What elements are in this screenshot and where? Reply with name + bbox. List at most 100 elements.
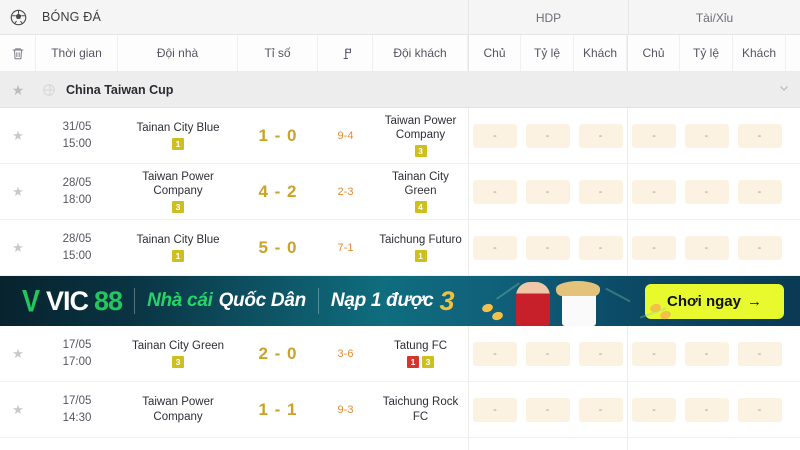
away-team[interactable]: Taichung Futuro xyxy=(373,438,468,450)
odds-cell[interactable]: - xyxy=(627,438,680,450)
odds-cell[interactable]: - xyxy=(521,164,574,219)
odds-value[interactable]: - xyxy=(632,123,676,148)
trash-icon[interactable] xyxy=(0,35,36,71)
star-icon[interactable]: ★ xyxy=(12,346,24,361)
odds-value[interactable]: - xyxy=(632,235,676,260)
corner-flag-icon[interactable] xyxy=(318,35,373,71)
odds-cell[interactable]: - xyxy=(627,326,680,381)
col-away-team[interactable]: Đội khách xyxy=(373,35,468,71)
star-icon[interactable]: ★ xyxy=(12,240,24,255)
odds-cell[interactable]: - xyxy=(733,438,786,450)
odds-cell[interactable]: - xyxy=(627,164,680,219)
odds-value[interactable]: - xyxy=(525,341,570,366)
odds-value[interactable]: - xyxy=(473,123,517,148)
odds-cell[interactable]: - xyxy=(468,382,521,437)
odds-value[interactable]: - xyxy=(632,179,676,204)
odds-cell[interactable]: - xyxy=(521,220,574,275)
col-hdp-away[interactable]: Khách xyxy=(574,35,627,71)
away-team[interactable]: Taiwan Power Company 3 xyxy=(373,108,468,163)
odds-value[interactable]: - xyxy=(578,179,623,204)
table-row[interactable]: ★17/0512:00Sunny Bank Athletic Club Taip… xyxy=(0,438,800,450)
league-header-row[interactable]: ★ China Taiwan Cup xyxy=(0,72,800,108)
away-team[interactable]: Taichung Futuro 1 xyxy=(373,220,468,275)
odds-cell[interactable]: - xyxy=(733,108,786,163)
odds-cell[interactable]: - xyxy=(627,108,680,163)
odds-value[interactable]: - xyxy=(473,179,517,204)
star-icon[interactable]: ★ xyxy=(0,438,36,450)
table-row[interactable]: ★ 28/05 15:00 Tainan City Blue 1 5 - 0 7-1 Taic… xyxy=(0,220,800,276)
odds-cell[interactable]: - xyxy=(468,438,521,450)
odds-cell[interactable]: - xyxy=(574,382,627,437)
odds-value[interactable]: - xyxy=(684,341,729,366)
home-team[interactable]: Tainan City Blue 1 xyxy=(118,220,238,275)
odds-value[interactable]: - xyxy=(684,123,729,148)
odds-value[interactable]: - xyxy=(525,235,570,260)
odds-cell[interactable]: - xyxy=(627,220,680,275)
odds-cell[interactable]: - xyxy=(574,438,627,450)
odds-value[interactable]: - xyxy=(578,123,623,148)
away-team[interactable]: Taichung Rock FC xyxy=(373,382,468,437)
odds-cell[interactable]: - xyxy=(468,164,521,219)
odds-value[interactable]: - xyxy=(737,123,782,148)
odds-value[interactable]: - xyxy=(737,235,782,260)
odds-value[interactable]: - xyxy=(578,341,623,366)
odds-cell[interactable]: - xyxy=(680,108,733,163)
odds-value[interactable]: - xyxy=(684,179,729,204)
away-team[interactable]: Tainan City Green 4 xyxy=(373,164,468,219)
odds-value[interactable]: - xyxy=(684,397,729,422)
odds-value[interactable]: - xyxy=(737,179,782,204)
star-icon[interactable]: ★ xyxy=(11,81,25,98)
odds-cell[interactable]: - xyxy=(680,220,733,275)
odds-value[interactable]: - xyxy=(473,397,517,422)
odds-cell[interactable]: - xyxy=(680,382,733,437)
odds-cell[interactable]: - xyxy=(521,108,574,163)
col-score[interactable]: Tỉ số xyxy=(238,35,318,71)
odds-value[interactable]: - xyxy=(578,397,623,422)
home-team[interactable]: Taiwan Power Company 3 xyxy=(118,164,238,219)
odds-value[interactable]: - xyxy=(684,235,729,260)
odds-cell[interactable]: - xyxy=(468,326,521,381)
odds-cell[interactable]: - xyxy=(574,326,627,381)
odds-value[interactable]: - xyxy=(525,179,570,204)
odds-cell[interactable]: - xyxy=(521,438,574,450)
odds-cell[interactable]: - xyxy=(680,164,733,219)
star-icon[interactable]: ★ xyxy=(12,184,24,199)
table-row[interactable]: ★ 17/05 14:30 Taiwan Power Company 1 - 1 9-3 T… xyxy=(0,382,800,438)
home-team[interactable]: Tainan City Blue 1 xyxy=(118,108,238,163)
odds-value[interactable]: - xyxy=(737,397,782,422)
odds-value[interactable]: - xyxy=(632,397,676,422)
home-team[interactable]: Tainan City Green 3 xyxy=(118,326,238,381)
odds-cell[interactable]: - xyxy=(468,220,521,275)
col-hdp-home[interactable]: Chủ xyxy=(468,35,521,71)
star-icon[interactable]: ★ xyxy=(12,402,24,417)
promo-banner[interactable]: V VIC 88 Nhà cái Quốc Dân Nạp 1 được 3 C… xyxy=(0,276,800,326)
odds-value[interactable]: - xyxy=(473,235,517,260)
table-row[interactable]: ★ 17/05 17:00 Tainan City Green 3 2 - 0 3-6 Tat… xyxy=(0,326,800,382)
odds-cell[interactable]: - xyxy=(680,438,733,450)
odds-cell[interactable]: - xyxy=(733,326,786,381)
col-hdp-rate[interactable]: Tỷ lệ xyxy=(521,35,574,71)
col-time[interactable]: Thời gian xyxy=(36,35,118,71)
home-team[interactable]: Taiwan Power Company xyxy=(118,382,238,437)
odds-cell[interactable]: - xyxy=(468,108,521,163)
odds-cell[interactable]: - xyxy=(521,326,574,381)
col-home-team[interactable]: Đội nhà xyxy=(118,35,238,71)
odds-cell[interactable]: - xyxy=(521,382,574,437)
odds-value[interactable]: - xyxy=(525,123,570,148)
odds-value[interactable]: - xyxy=(578,235,623,260)
odds-cell[interactable]: - xyxy=(627,382,680,437)
col-ou-rate[interactable]: Tỷ lệ xyxy=(680,35,733,71)
odds-cell[interactable]: - xyxy=(733,220,786,275)
odds-value[interactable]: - xyxy=(473,341,517,366)
odds-value[interactable]: - xyxy=(737,341,782,366)
col-ou-away[interactable]: Khách xyxy=(733,35,786,71)
table-row[interactable]: ★ 31/05 15:00 Tainan City Blue 1 1 - 0 9-4 Taiw… xyxy=(0,108,800,164)
odds-cell[interactable]: - xyxy=(574,164,627,219)
odds-value[interactable]: - xyxy=(632,341,676,366)
table-row[interactable]: ★ 28/05 18:00 Taiwan Power Company 3 4 - 2 2-3… xyxy=(0,164,800,220)
star-icon[interactable]: ★ xyxy=(12,128,24,143)
odds-cell[interactable]: - xyxy=(574,220,627,275)
away-team[interactable]: Tatung FC 1 3 xyxy=(373,326,468,381)
odds-cell[interactable]: - xyxy=(733,164,786,219)
odds-value[interactable]: - xyxy=(525,397,570,422)
